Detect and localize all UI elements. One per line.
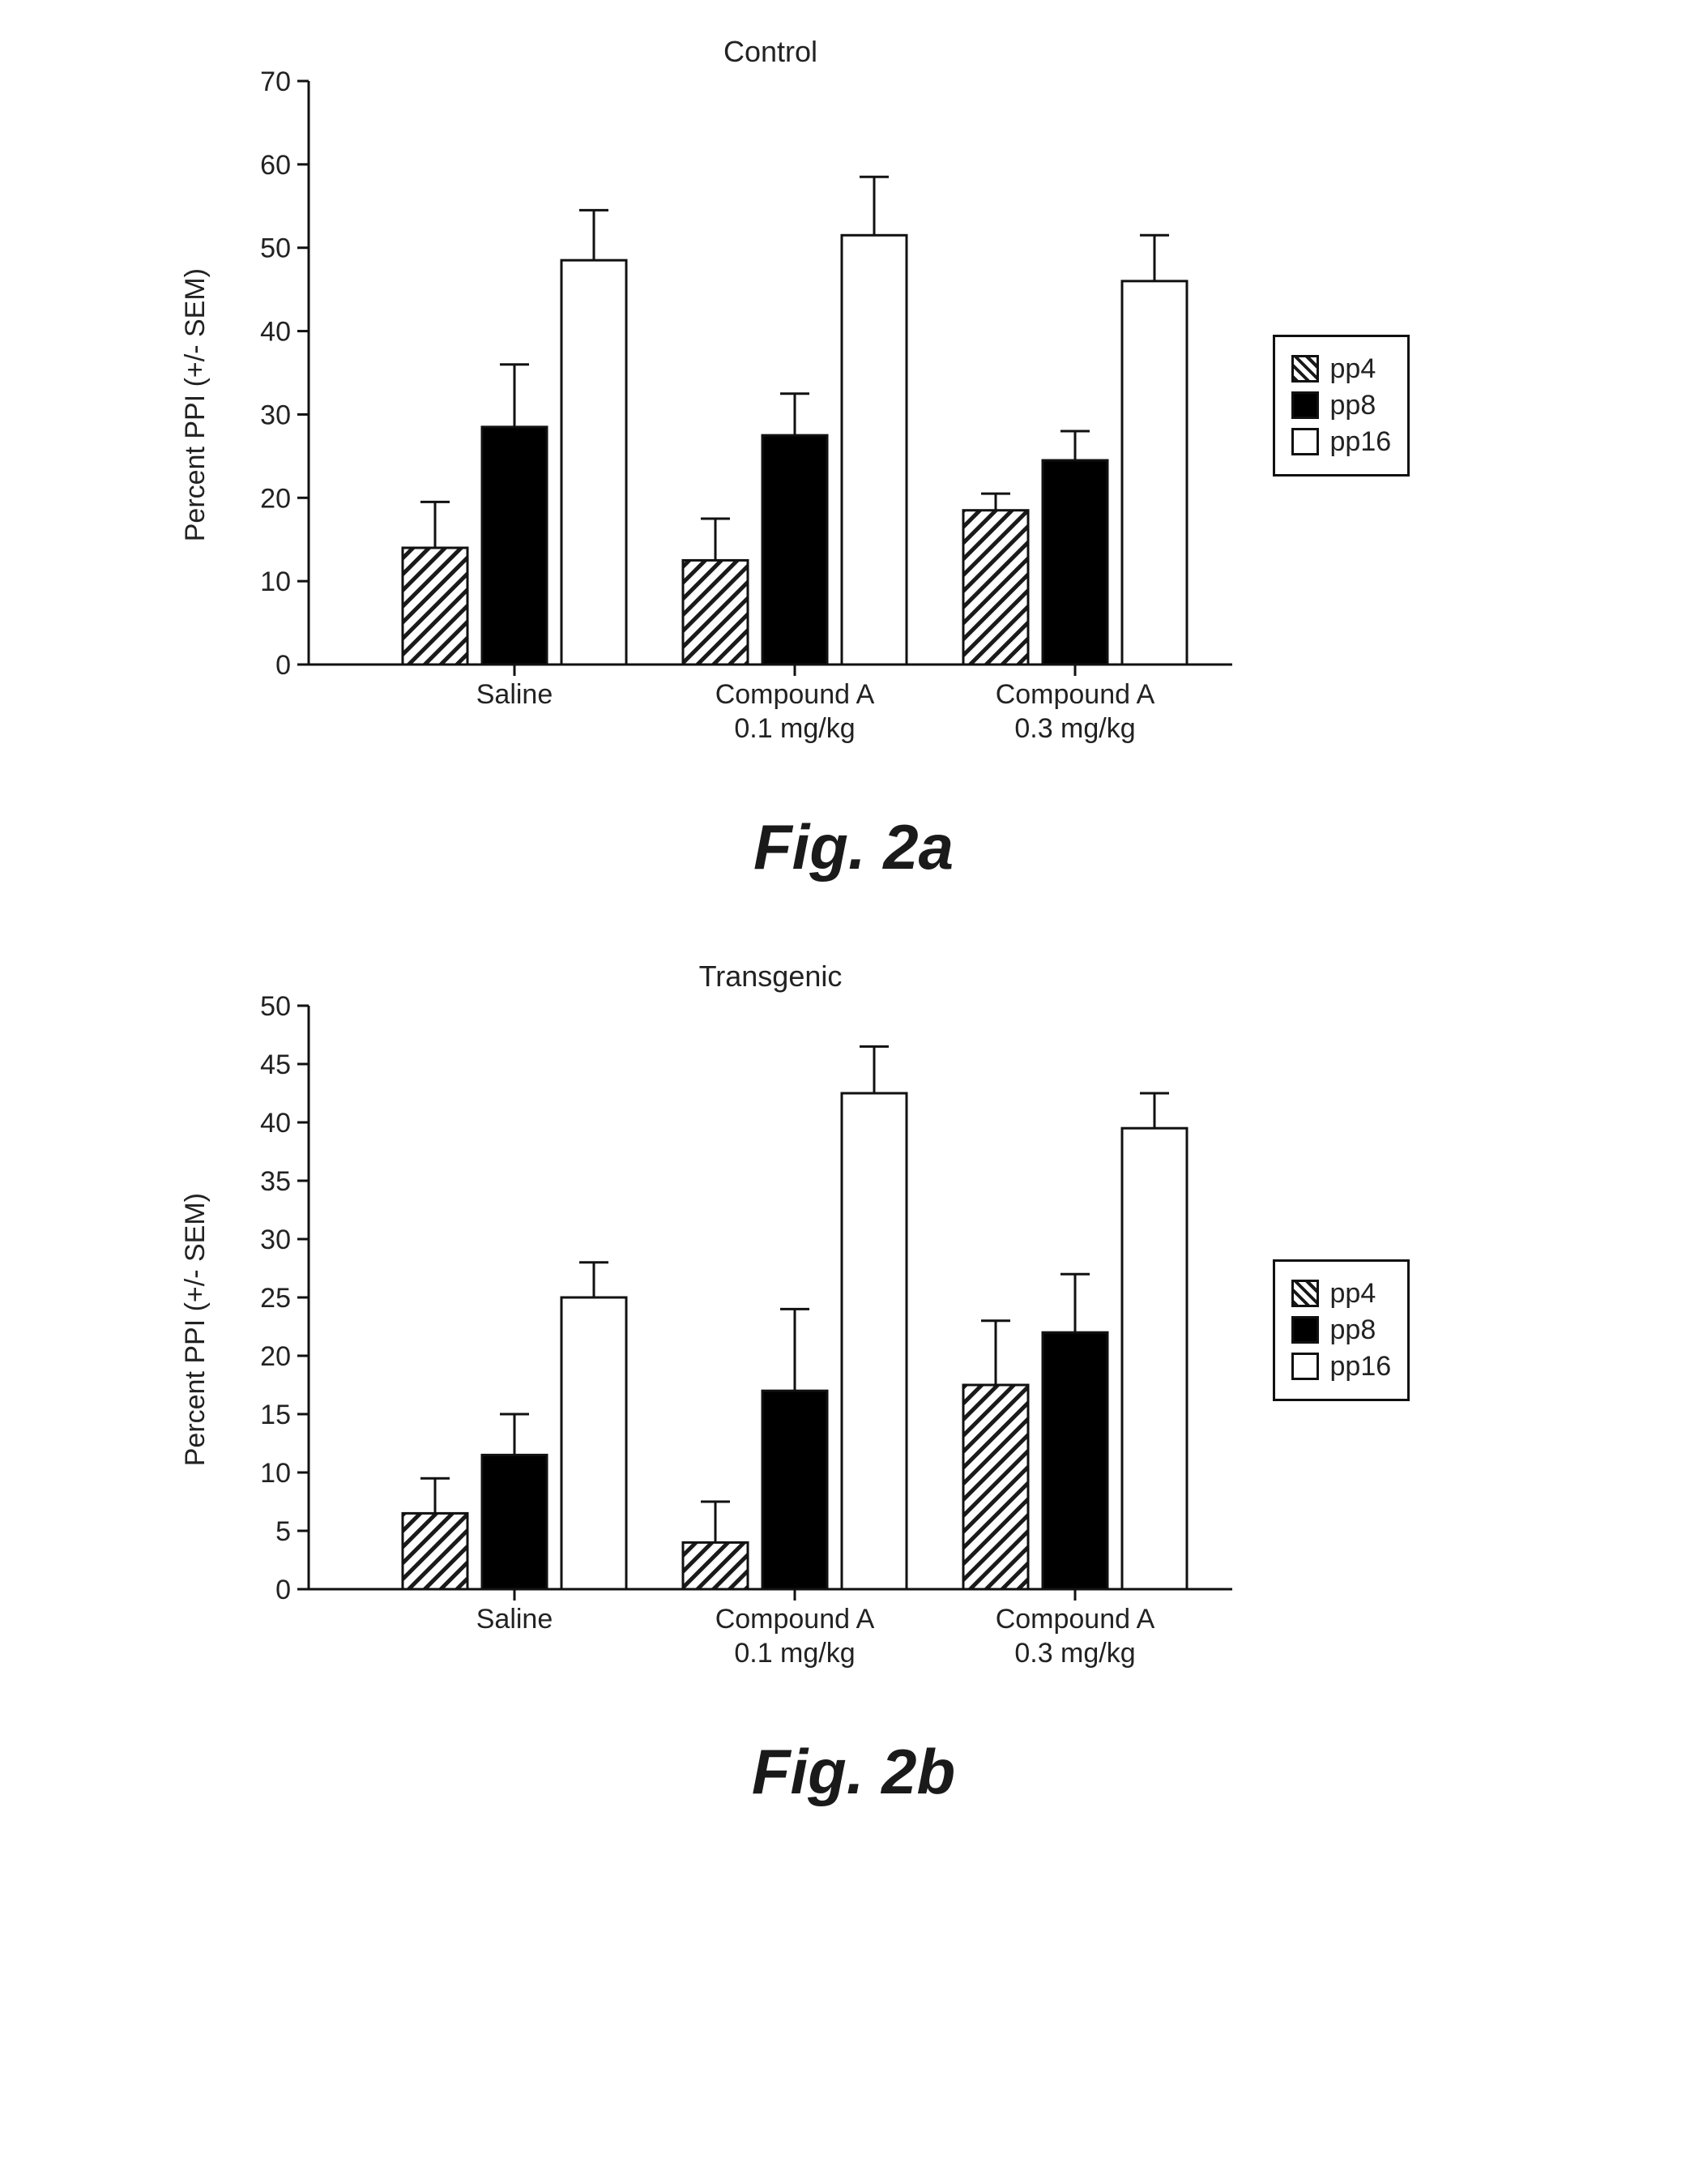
legend-item: pp8 <box>1291 1314 1392 1346</box>
legend-swatch <box>1291 1280 1319 1307</box>
figure-caption: Fig. 2a <box>173 810 1534 884</box>
y-tick-label: 10 <box>260 566 291 597</box>
y-tick-label: 50 <box>260 991 291 1022</box>
chart-title: Transgenic <box>698 960 842 993</box>
legend-label: pp8 <box>1330 1314 1376 1346</box>
bar-pp8 <box>482 1455 547 1589</box>
y-tick-label: 60 <box>260 150 291 181</box>
y-tick-label: 25 <box>260 1283 291 1314</box>
y-axis-label: Percent PPI (+/- SEM) <box>173 268 211 541</box>
bar-pp4 <box>403 1513 467 1589</box>
legend-swatch <box>1291 1316 1319 1344</box>
x-tick-label: 0.3 mg/kg <box>1014 1638 1135 1669</box>
x-tick-label: 0.1 mg/kg <box>734 1638 855 1669</box>
fig2b-figure: Percent PPI (+/- SEM) Transgenic 0 5 10 15 20 2… <box>173 957 1534 1809</box>
bar-pp16 <box>561 1297 626 1589</box>
x-tick-label: Compound A <box>995 1604 1154 1635</box>
y-tick-label: 50 <box>260 233 291 264</box>
y-tick-label: 5 <box>275 1516 291 1547</box>
y-tick-label: 20 <box>260 483 291 514</box>
legend-swatch <box>1291 428 1319 455</box>
legend-item: pp16 <box>1291 426 1392 458</box>
x-tick-label: 0.3 mg/kg <box>1014 713 1135 744</box>
legend-label: pp8 <box>1330 390 1376 421</box>
y-tick-label: 35 <box>260 1166 291 1197</box>
figure-caption: Fig. 2b <box>173 1735 1534 1809</box>
x-tick-label: Compound A <box>995 679 1154 710</box>
legend-label: pp16 <box>1330 426 1392 458</box>
y-tick-label: 10 <box>260 1458 291 1489</box>
bar-pp16 <box>561 260 626 665</box>
legend-item: pp4 <box>1291 353 1392 385</box>
chart-title: Control <box>723 35 817 68</box>
y-tick-label: 70 <box>260 66 291 97</box>
y-tick-label: 45 <box>260 1049 291 1080</box>
bar-pp8 <box>762 1391 827 1589</box>
bar-pp4 <box>403 548 467 665</box>
legend-item: pp4 <box>1291 1278 1392 1310</box>
fig2a-chart: Control010203040506070SalineCompound A0.… <box>236 32 1248 778</box>
x-tick-label: Compound A <box>715 1604 874 1635</box>
bar-pp16 <box>1122 281 1187 665</box>
bar-pp8 <box>1043 1332 1107 1589</box>
bar-pp16 <box>1122 1128 1187 1589</box>
x-tick-label: Compound A <box>715 679 874 710</box>
bar-pp8 <box>1043 460 1107 665</box>
x-tick-label: Saline <box>476 1604 553 1635</box>
legend-label: pp4 <box>1330 353 1376 385</box>
y-tick-label: 20 <box>260 1341 291 1372</box>
bar-pp8 <box>762 435 827 665</box>
y-tick-label: 0 <box>275 650 291 681</box>
legend-item: pp8 <box>1291 390 1392 421</box>
bar-pp8 <box>482 427 547 665</box>
fig2a-figure: Percent PPI (+/- SEM) Control 0 10 20 30 40 50 6… <box>173 32 1534 884</box>
bar-pp4 <box>963 1385 1028 1589</box>
y-tick-label: 40 <box>260 1108 291 1139</box>
legend: pp4 pp8 pp16 <box>1273 335 1410 477</box>
bar-pp4 <box>683 560 748 665</box>
legend-swatch <box>1291 1353 1319 1380</box>
fig2b-chart: Transgenic 0 5 10 15 20 25 30 35 40 45 50 Saline Comp… <box>236 957 1248 1703</box>
y-axis-label: Percent PPI (+/- SEM) <box>173 1193 211 1466</box>
legend-item: pp16 <box>1291 1351 1392 1383</box>
y-tick-label: 30 <box>260 1224 291 1255</box>
y-tick-label: 15 <box>260 1400 291 1430</box>
y-tick-label: 30 <box>260 400 291 430</box>
legend-label: pp4 <box>1330 1278 1376 1310</box>
bar-pp16 <box>842 235 907 665</box>
bar-pp4 <box>683 1542 748 1589</box>
x-tick-label: Saline <box>476 679 553 710</box>
x-tick-label: 0.1 mg/kg <box>734 713 855 744</box>
bar-pp4 <box>963 511 1028 665</box>
y-tick-label: 40 <box>260 317 291 348</box>
legend-swatch <box>1291 355 1319 383</box>
y-tick-label: 0 <box>275 1575 291 1605</box>
legend-swatch <box>1291 391 1319 419</box>
bar-pp16 <box>842 1093 907 1589</box>
legend-label: pp16 <box>1330 1351 1392 1383</box>
legend: pp4 pp8 pp16 <box>1273 1259 1410 1401</box>
